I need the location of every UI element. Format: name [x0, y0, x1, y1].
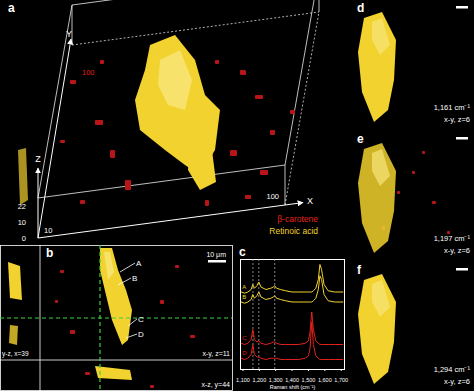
svg-text:B: B: [132, 274, 137, 283]
svg-text:C: C: [242, 335, 247, 341]
svg-text:1,500: 1,500: [302, 377, 316, 383]
svg-text:A: A: [242, 284, 246, 290]
svg-text:100: 100: [82, 68, 95, 77]
svg-text:10 μm: 10 μm: [206, 251, 226, 259]
svg-text:1,600: 1,600: [318, 377, 332, 383]
svg-text:D: D: [242, 350, 247, 356]
svg-text:0: 0: [22, 234, 26, 243]
svg-text:x-y, z=11: x-y, z=11: [202, 350, 230, 358]
svg-text:a: a: [8, 1, 15, 15]
svg-text:x-y, z=6: x-y, z=6: [444, 377, 470, 386]
svg-text:Y: Y: [66, 29, 72, 39]
svg-text:Raman shift (cm⁻¹): Raman shift (cm⁻¹): [270, 384, 316, 390]
svg-text:C: C: [138, 315, 144, 324]
svg-text:1,300: 1,300: [269, 377, 283, 383]
svg-text:10: 10: [44, 226, 52, 235]
svg-text:x-y, z=6: x-y, z=6: [444, 115, 470, 124]
svg-text:X: X: [307, 196, 313, 206]
svg-text:x-z, y=44: x-z, y=44: [201, 381, 230, 389]
svg-text:A: A: [136, 259, 142, 268]
svg-text:D: D: [138, 330, 144, 339]
svg-text:f: f: [357, 263, 362, 277]
svg-text:100: 100: [266, 192, 279, 201]
svg-text:x-y, z=6: x-y, z=6: [444, 246, 470, 255]
svg-text:B: B: [242, 294, 246, 300]
svg-text:1,100: 1,100: [236, 377, 250, 383]
svg-text:22: 22: [18, 202, 26, 211]
svg-text:1,700: 1,700: [334, 377, 348, 383]
svg-text:d: d: [357, 1, 364, 15]
svg-text:b: b: [46, 246, 53, 260]
svg-text:1,200: 1,200: [252, 377, 266, 383]
svg-text:β-carotene: β-carotene: [277, 214, 318, 224]
svg-text:Z: Z: [35, 154, 41, 164]
svg-text:1,197 cm⁻¹: 1,197 cm⁻¹: [434, 234, 471, 243]
svg-text:1,400: 1,400: [285, 377, 299, 383]
svg-text:1,294 cm⁻¹: 1,294 cm⁻¹: [434, 365, 471, 374]
svg-text:1,161 cm⁻¹: 1,161 cm⁻¹: [434, 103, 471, 112]
svg-text:c: c: [239, 245, 246, 259]
svg-text:10: 10: [18, 218, 26, 227]
svg-text:e: e: [357, 132, 364, 146]
svg-text:Retinoic acid: Retinoic acid: [269, 226, 318, 236]
svg-text:y-z, x=39: y-z, x=39: [2, 350, 29, 358]
